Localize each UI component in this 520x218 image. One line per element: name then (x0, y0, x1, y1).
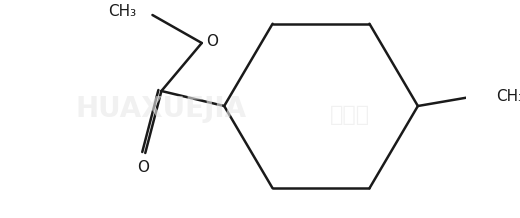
Text: 化学加: 化学加 (330, 105, 370, 125)
Text: CH₃: CH₃ (108, 3, 136, 19)
Text: HUAXUEJIA: HUAXUEJIA (76, 95, 247, 123)
Text: CH₃: CH₃ (496, 89, 520, 104)
Text: O: O (137, 160, 149, 174)
Text: O: O (206, 34, 218, 48)
